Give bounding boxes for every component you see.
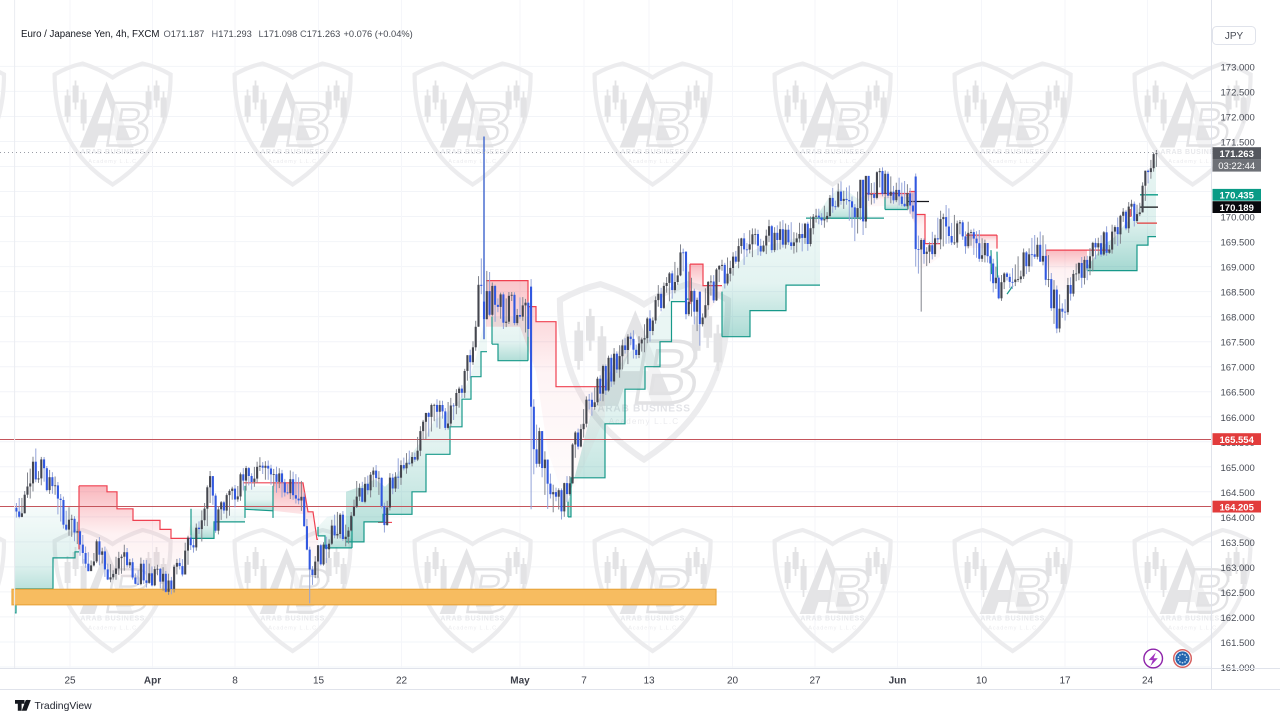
svg-text:162.500: 162.500 xyxy=(1221,588,1255,599)
svg-text:168.500: 168.500 xyxy=(1221,288,1255,299)
svg-text:Euro / Japanese Yen, 4h, FXCM: Euro / Japanese Yen, 4h, FXCM xyxy=(21,29,159,40)
svg-text:O171.187: O171.187 xyxy=(164,29,205,39)
svg-text:ARAB BUSINESS: ARAB BUSINESS xyxy=(1160,149,1224,156)
svg-text:May: May xyxy=(510,676,530,687)
svg-text:B: B xyxy=(1181,91,1237,160)
svg-text:Academy L.L.C: Academy L.L.C xyxy=(448,626,497,632)
svg-text:163.000: 163.000 xyxy=(1221,563,1255,574)
svg-text:ARAB BUSINESS: ARAB BUSINESS xyxy=(80,616,144,623)
svg-text:168.000: 168.000 xyxy=(1221,313,1255,324)
svg-text:163.500: 163.500 xyxy=(1221,538,1255,549)
svg-text:25: 25 xyxy=(64,676,76,687)
svg-text:TradingView: TradingView xyxy=(35,701,93,712)
svg-text:164.000: 164.000 xyxy=(1221,513,1255,524)
svg-text:B: B xyxy=(641,91,697,160)
svg-text:H171.293: H171.293 xyxy=(212,29,252,39)
svg-text:169.000: 169.000 xyxy=(1221,263,1255,274)
svg-text:ARAB BUSINESS: ARAB BUSINESS xyxy=(1160,616,1224,623)
svg-text:171.500: 171.500 xyxy=(1221,138,1255,149)
svg-text:166.000: 166.000 xyxy=(1221,413,1255,424)
svg-text:Jun: Jun xyxy=(889,676,907,687)
svg-text:10: 10 xyxy=(976,676,988,687)
svg-text:Academy L.L.C: Academy L.L.C xyxy=(88,159,137,165)
svg-text:164.500: 164.500 xyxy=(1221,488,1255,499)
svg-text:Apr: Apr xyxy=(144,676,161,687)
svg-text:17: 17 xyxy=(1059,676,1071,687)
svg-text:Academy L.L.C: Academy L.L.C xyxy=(88,626,137,632)
svg-text:161.500: 161.500 xyxy=(1221,638,1255,649)
svg-text:13: 13 xyxy=(643,676,655,687)
svg-text:Academy L.L.C: Academy L.L.C xyxy=(628,159,677,165)
svg-text:171.263: 171.263 xyxy=(1220,149,1254,160)
svg-text:8: 8 xyxy=(232,676,238,687)
svg-text:172.000: 172.000 xyxy=(1221,113,1255,124)
svg-text:162.000: 162.000 xyxy=(1221,613,1255,624)
svg-text:166.500: 166.500 xyxy=(1221,388,1255,399)
svg-text:C171.263: C171.263 xyxy=(300,29,340,39)
svg-text:03:22:44: 03:22:44 xyxy=(1218,161,1255,172)
svg-text:7: 7 xyxy=(581,676,587,687)
svg-text:27: 27 xyxy=(809,676,821,687)
svg-text:ARAB BUSINESS: ARAB BUSINESS xyxy=(260,616,324,623)
svg-text:ARAB BUSINESS: ARAB BUSINESS xyxy=(440,616,504,623)
svg-text:Academy L.L.C: Academy L.L.C xyxy=(808,626,857,632)
svg-text:24: 24 xyxy=(1142,676,1154,687)
svg-text:ARAB BUSINESS: ARAB BUSINESS xyxy=(597,404,690,415)
svg-text:165.554: 165.554 xyxy=(1220,435,1255,446)
svg-text:Academy L.L.C: Academy L.L.C xyxy=(1168,159,1217,165)
svg-text:Academy L.L.C: Academy L.L.C xyxy=(268,626,317,632)
svg-text:ARAB BUSINESS: ARAB BUSINESS xyxy=(980,616,1044,623)
svg-text:22: 22 xyxy=(396,676,408,687)
svg-text:Academy L.L.C: Academy L.L.C xyxy=(268,159,317,165)
svg-text:B: B xyxy=(1001,557,1057,626)
svg-text:ARAB BUSINESS: ARAB BUSINESS xyxy=(800,616,864,623)
svg-text:173.000: 173.000 xyxy=(1221,62,1255,73)
svg-text:20: 20 xyxy=(727,676,739,687)
svg-text:170.435: 170.435 xyxy=(1220,191,1255,202)
svg-text:Academy L.L.C: Academy L.L.C xyxy=(1168,626,1217,632)
svg-text:Academy L.L.C: Academy L.L.C xyxy=(609,417,680,426)
svg-text:167.000: 167.000 xyxy=(1221,363,1255,374)
svg-text:172.500: 172.500 xyxy=(1221,87,1255,98)
svg-text:Academy L.L.C: Academy L.L.C xyxy=(808,159,857,165)
svg-text:Academy L.L.C: Academy L.L.C xyxy=(628,626,677,632)
svg-text:170.000: 170.000 xyxy=(1221,213,1255,224)
svg-text:164.205: 164.205 xyxy=(1220,502,1255,513)
svg-text:170.189: 170.189 xyxy=(1220,203,1254,214)
svg-text:JPY: JPY xyxy=(1225,31,1244,42)
svg-text:167.500: 167.500 xyxy=(1221,338,1255,349)
svg-text:169.500: 169.500 xyxy=(1221,238,1255,249)
svg-text:15: 15 xyxy=(313,676,325,687)
svg-text:+0.076 (+0.04%): +0.076 (+0.04%) xyxy=(344,29,413,39)
svg-text:165.000: 165.000 xyxy=(1221,463,1255,474)
svg-text:ARAB BUSINESS: ARAB BUSINESS xyxy=(620,616,684,623)
svg-text:B: B xyxy=(461,91,517,160)
svg-text:Academy L.L.C: Academy L.L.C xyxy=(988,159,1037,165)
svg-text:L171.098: L171.098 xyxy=(259,29,298,39)
svg-text:Academy L.L.C: Academy L.L.C xyxy=(448,159,497,165)
svg-text:Academy L.L.C: Academy L.L.C xyxy=(988,626,1037,632)
